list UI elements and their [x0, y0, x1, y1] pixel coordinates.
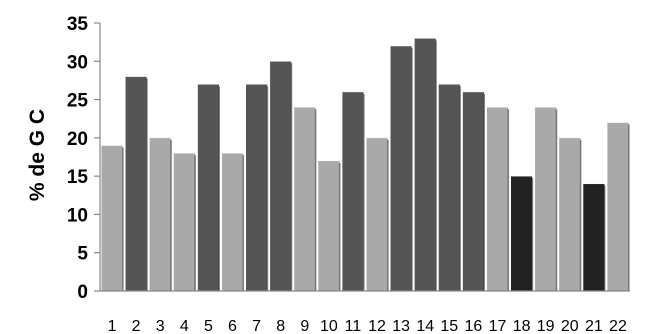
- x-tick-label: 17: [489, 318, 507, 334]
- y-axis: 0 5 10 15 20 25 30 35: [67, 14, 101, 303]
- y-tick-label: 0: [77, 282, 88, 303]
- y-axis-label: % de G C: [26, 109, 49, 201]
- bar-7: [245, 84, 268, 292]
- y-tick-label: 20: [67, 129, 88, 150]
- bar-11: [341, 91, 365, 292]
- x-tick-label: 7: [252, 318, 261, 334]
- y-tick-label: 25: [67, 91, 89, 112]
- y-tick-label: 10: [67, 205, 88, 226]
- bar-15: [438, 84, 461, 292]
- x-tick-label: 6: [228, 318, 237, 334]
- x-tick-label: 4: [180, 318, 189, 334]
- x-tick-label: 19: [537, 318, 555, 334]
- bar-20: [558, 137, 581, 292]
- x-tick-label: 10: [320, 318, 338, 334]
- x-tick-label: 22: [609, 318, 627, 334]
- y-tick-label: 35: [67, 14, 89, 35]
- x-tick-label: 3: [156, 318, 165, 334]
- bar-17: [486, 106, 509, 292]
- bar-4: [173, 152, 196, 292]
- bar-2: [125, 76, 148, 292]
- x-tick-label: 11: [345, 318, 362, 334]
- x-tick-label: 1: [108, 318, 117, 334]
- bar-18: [510, 175, 533, 292]
- bar-19: [534, 106, 557, 292]
- x-axis: 1 2 3 4 5 6 7 8 9 10 11 12 13 14 15 16 17 18 19 20 21 22: [100, 290, 630, 334]
- bars: [100, 38, 630, 292]
- x-tick-label: 2: [132, 318, 141, 334]
- x-tick-label: 18: [513, 318, 531, 334]
- bar-3: [149, 137, 172, 292]
- x-tick-label: 21: [585, 318, 603, 334]
- bar-1: [100, 145, 124, 292]
- bar-14: [414, 38, 437, 292]
- x-tick-label: 20: [561, 318, 579, 334]
- x-tick-label: 16: [465, 318, 483, 334]
- y-tick-label: 5: [77, 244, 88, 265]
- bar-10: [317, 160, 340, 292]
- x-tick-label: 15: [440, 318, 458, 334]
- bar-9: [293, 106, 316, 292]
- y-tick-label: 15: [67, 167, 89, 188]
- x-tick-label: 12: [368, 318, 386, 334]
- x-tick-label: 13: [392, 318, 410, 334]
- bar-8: [269, 61, 292, 292]
- x-tick-label: 14: [416, 318, 434, 334]
- bar-16: [462, 91, 485, 292]
- bar-5: [197, 84, 220, 292]
- x-tick-label: 8: [276, 318, 285, 334]
- y-tick-label: 30: [67, 52, 88, 73]
- bar-12: [365, 137, 389, 292]
- bar-22: [606, 122, 630, 292]
- bar-6: [221, 152, 244, 292]
- bar-21: [582, 183, 605, 292]
- bar-13: [390, 45, 413, 292]
- x-tick-label: 9: [300, 318, 309, 334]
- x-tick-label: 5: [204, 318, 213, 334]
